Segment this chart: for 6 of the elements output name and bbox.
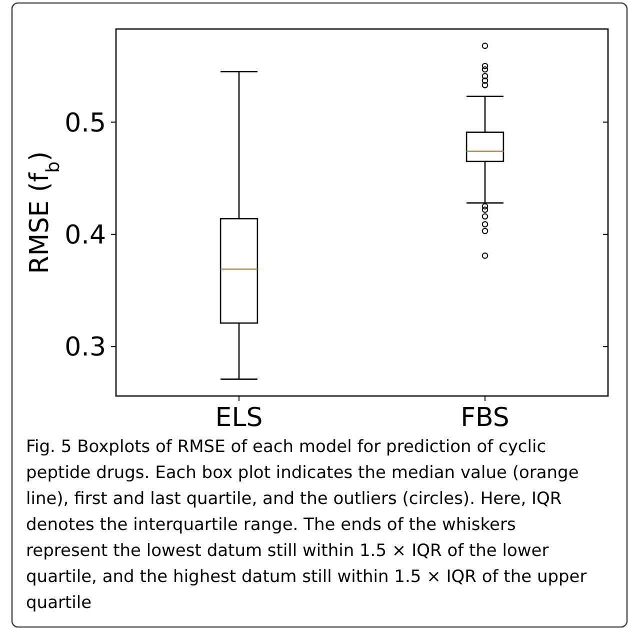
y-tick-label: 0.3 — [64, 332, 106, 363]
y-tick-label: 0.4 — [64, 220, 106, 250]
caption: Fig. 5 Boxplots of RMSE of each model for prediction of cyclic peptide drugs. Each box plot indicates the median value (orange line), first and last quartile, and the outliers (circles). Here, IQR denotes the interquartile range. The ends of the whiskers represent the lowest datum still within 1.5 × IQR of the lower quartile, and the highest datum still within 1.5 × IQR of the upper quartile — [26, 437, 587, 613]
x-tick-label: FBS — [460, 403, 510, 433]
y-tick-label: 0.5 — [64, 108, 106, 138]
x-tick-label: ELS — [215, 403, 263, 433]
